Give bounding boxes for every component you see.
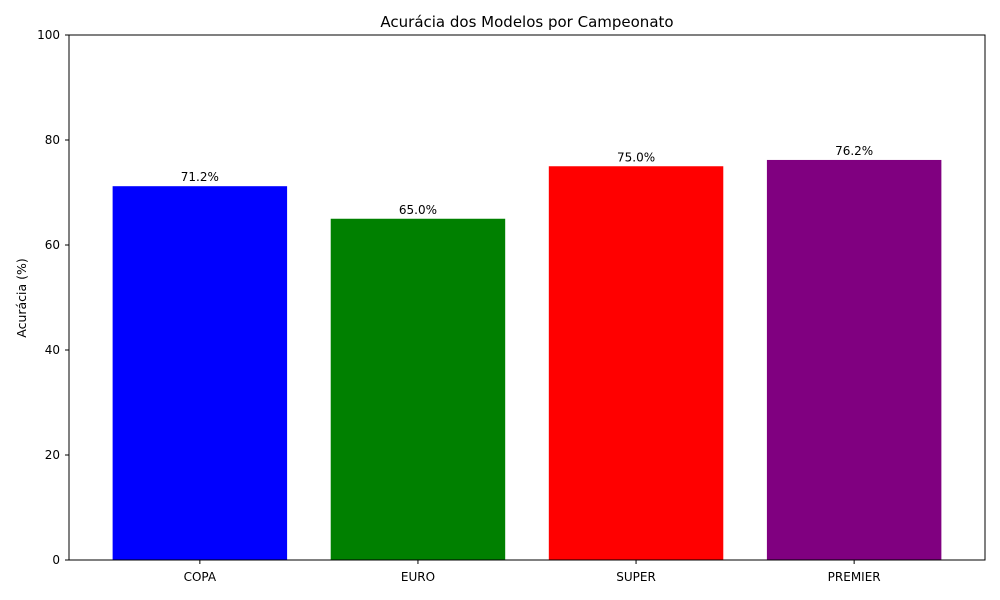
y-tick-label-20: 20	[45, 448, 60, 462]
x-tick-label-premier: PREMIER	[828, 570, 881, 584]
x-tick-label-super: SUPER	[616, 570, 656, 584]
bar-euro	[330, 218, 506, 560]
y-tick-label-60: 60	[45, 238, 60, 252]
x-tick-label-euro: EURO	[401, 570, 435, 584]
bar-copa	[112, 186, 288, 560]
y-tick-label-0: 0	[52, 553, 60, 567]
y-tick-label-40: 40	[45, 343, 60, 357]
data-label-premier: 76.2%	[835, 144, 873, 158]
y-tick-label-80: 80	[45, 133, 60, 147]
y-tick-label-100: 100	[37, 28, 60, 42]
data-label-euro: 65.0%	[399, 203, 437, 217]
y-axis-ticks: 0 20 40 60 80 100	[37, 28, 69, 567]
bars-group	[112, 159, 942, 560]
x-axis-ticks: COPA EURO SUPER PREMIER	[184, 560, 881, 584]
x-tick-label-copa: COPA	[184, 570, 217, 584]
bar-premier	[766, 159, 942, 560]
bar-super	[548, 166, 724, 560]
data-label-copa: 71.2%	[181, 170, 219, 184]
data-label-super: 75.0%	[617, 150, 655, 164]
data-labels-group: 71.2% 65.0% 75.0% 76.2%	[181, 144, 873, 217]
chart-title: Acurácia dos Modelos por Campeonato	[380, 13, 673, 31]
plot-frame	[68, 34, 986, 561]
y-axis-label: Acurácia (%)	[14, 258, 29, 338]
